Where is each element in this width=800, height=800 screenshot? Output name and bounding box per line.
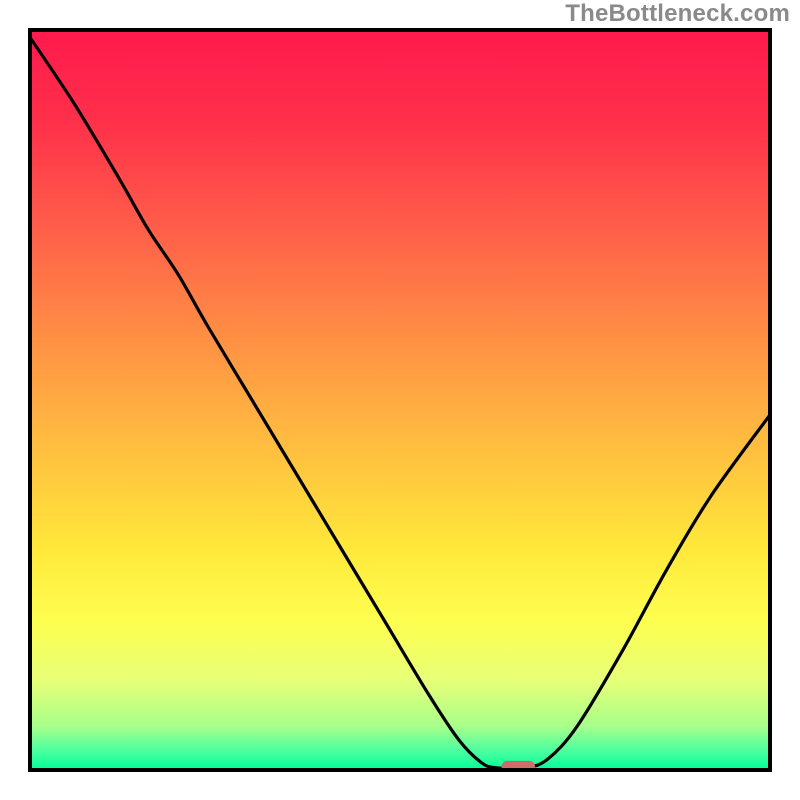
gradient-background [30,30,770,770]
chart-container: { "watermark": { "text": "TheBottleneck.… [0,0,800,800]
watermark-text: TheBottleneck.com [565,0,790,28]
optimal-marker [502,761,535,774]
bottleneck-chart [0,0,800,800]
